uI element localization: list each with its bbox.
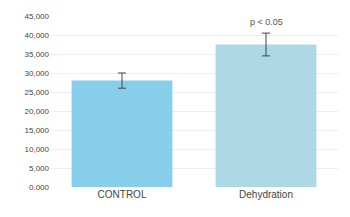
svg-text:20,000: 20,000 <box>25 107 50 116</box>
svg-text:15,000: 15,000 <box>25 126 50 135</box>
svg-text:0.000: 0.000 <box>29 183 50 192</box>
svg-text:35,000: 35,000 <box>25 50 50 59</box>
svg-text:25,000: 25,000 <box>25 88 50 97</box>
svg-text:10,000: 10,000 <box>25 145 50 154</box>
svg-text:p < 0.05: p < 0.05 <box>250 17 283 27</box>
svg-text:30,000: 30,000 <box>25 69 50 78</box>
svg-text:CONTROL: CONTROL <box>98 189 147 200</box>
svg-text:45,000: 45,000 <box>25 12 50 21</box>
svg-text:40,000: 40,000 <box>25 31 50 40</box>
svg-text:5,000: 5,000 <box>29 164 50 173</box>
svg-text:Dehydration: Dehydration <box>239 189 293 200</box>
